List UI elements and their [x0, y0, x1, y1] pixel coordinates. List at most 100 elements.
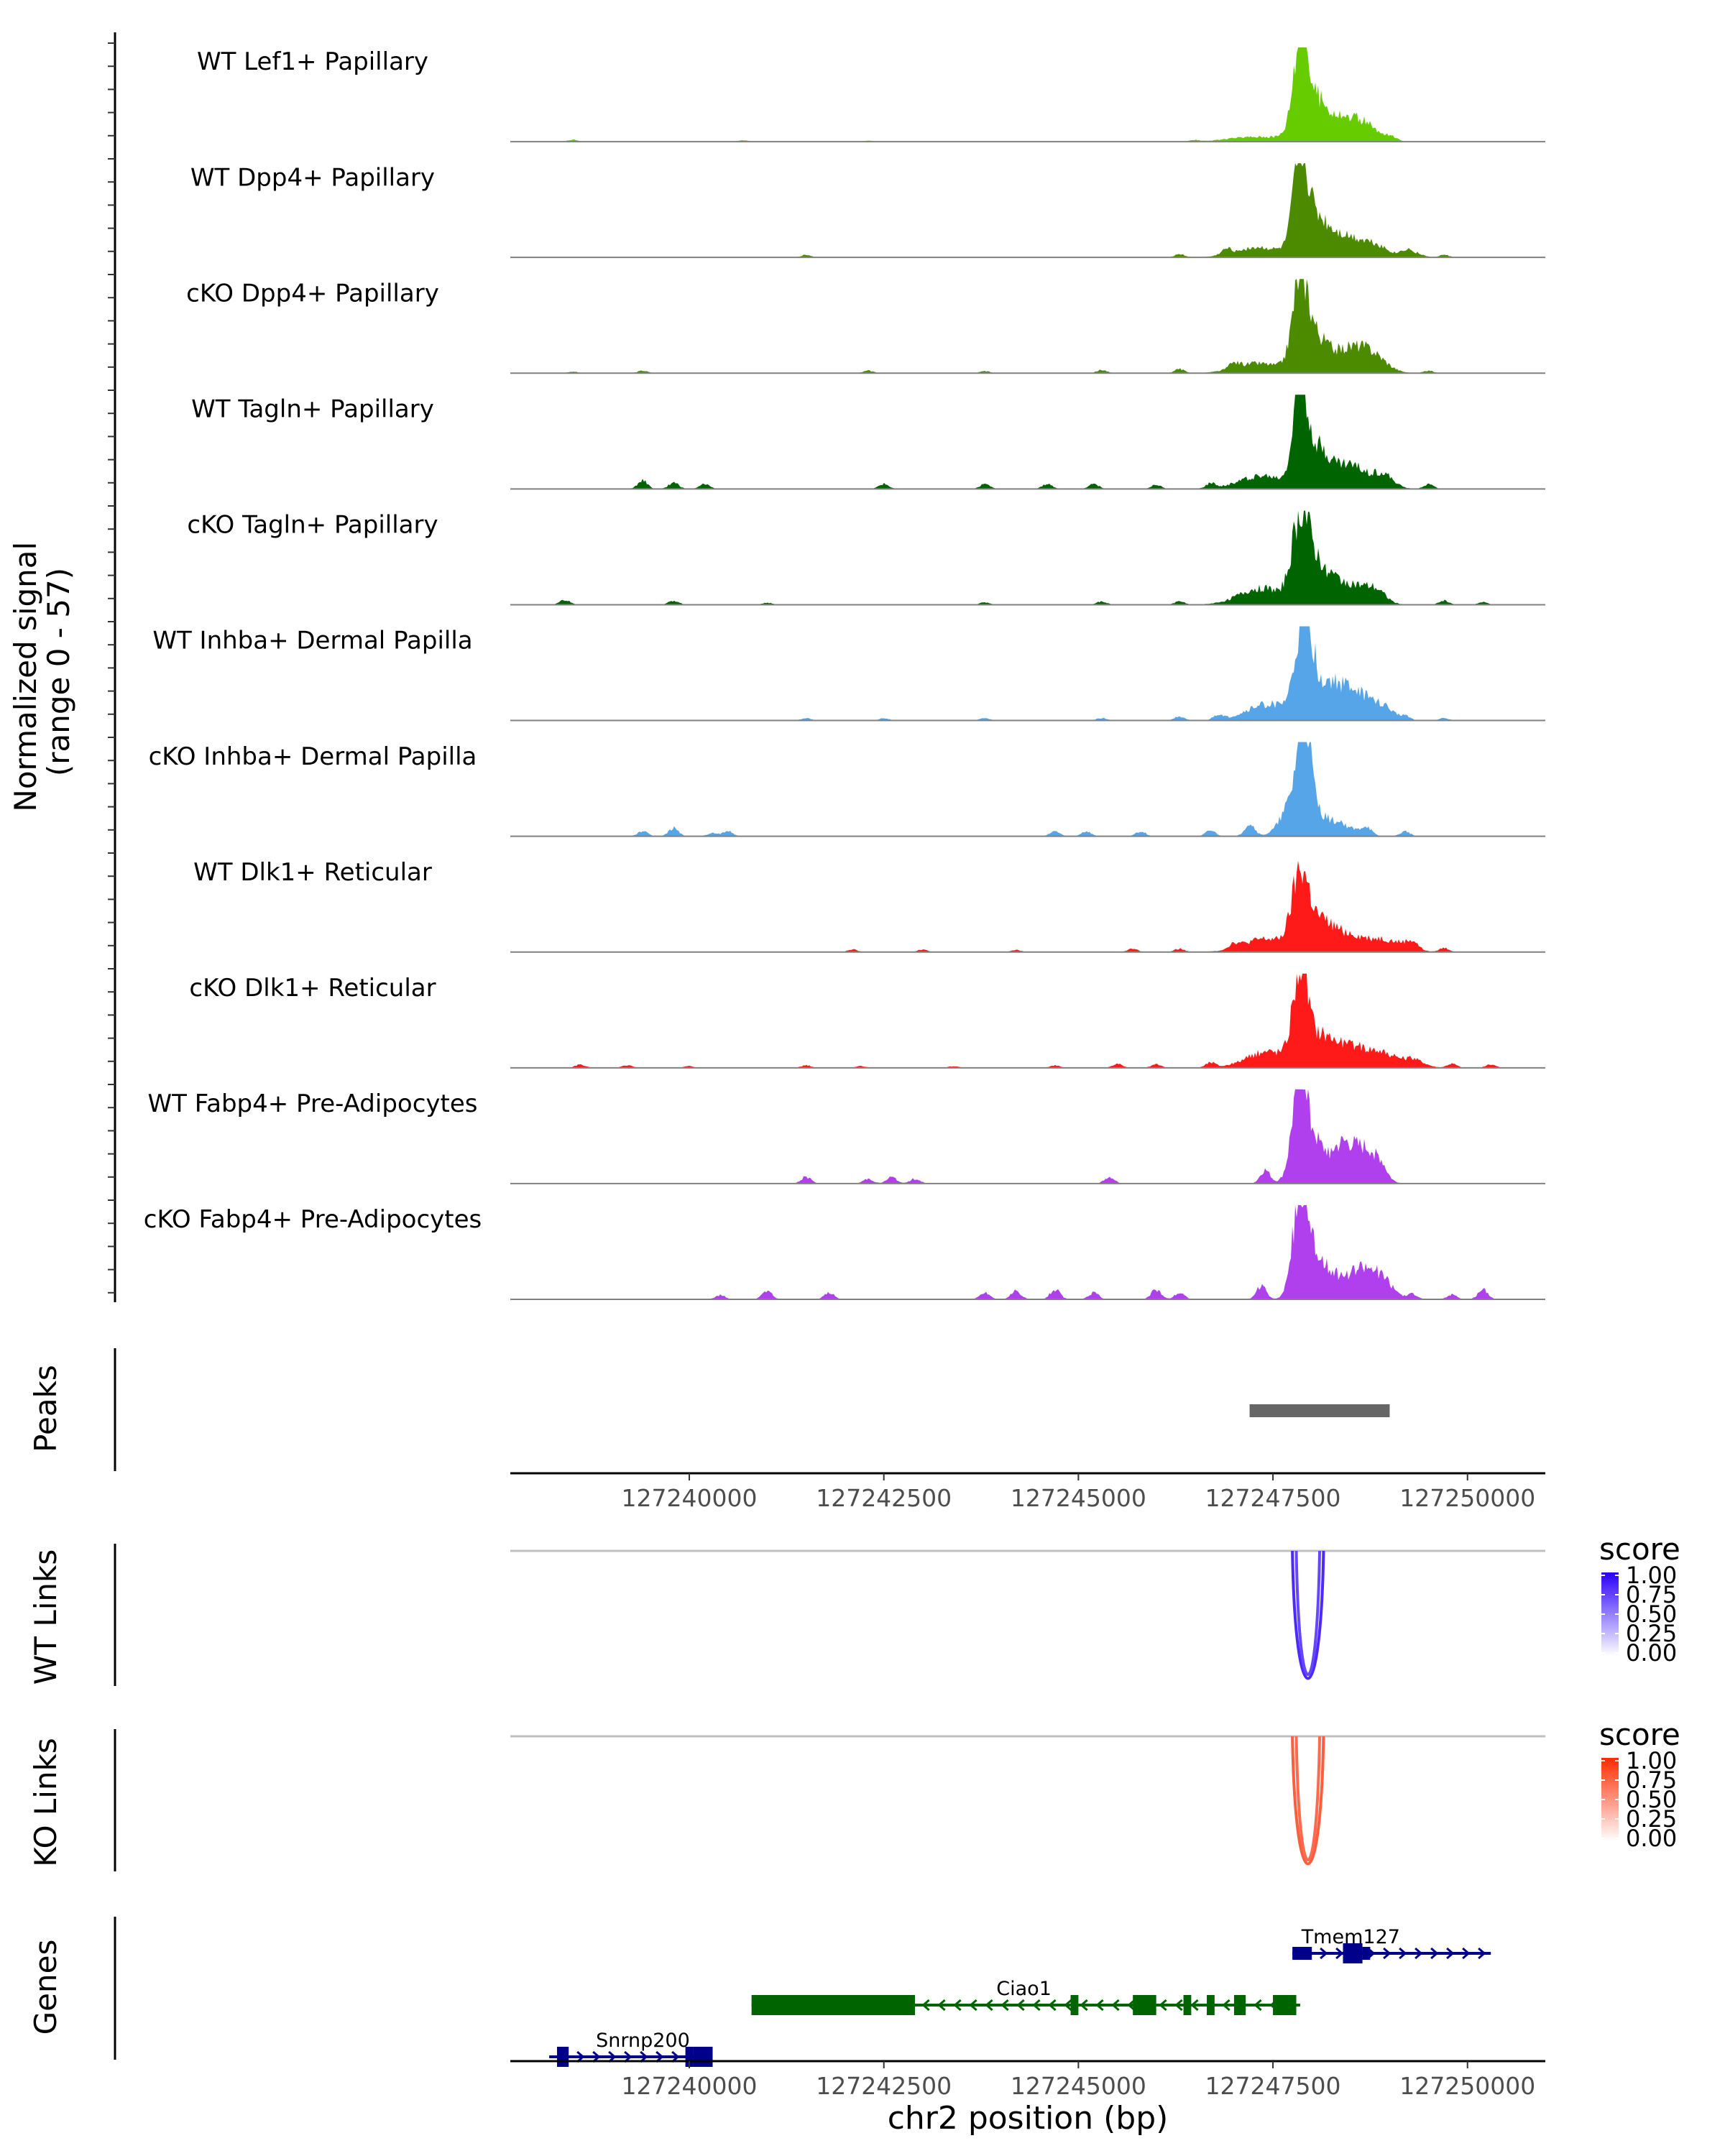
gene-exon — [1183, 1995, 1192, 2015]
gene-exon — [1133, 1995, 1156, 2015]
gene-exon — [1273, 1995, 1297, 2015]
gene-strand-arrow — [1335, 1947, 1344, 1960]
gene-exon — [751, 1995, 916, 2015]
gene-exon — [1292, 1947, 1312, 1960]
gene-strand-arrow — [1064, 1999, 1072, 2012]
coverage-track: cKO Fabp4+ Pre-Adipocytes — [144, 1204, 1545, 1300]
gene-model: Snrnp200 — [549, 2030, 713, 2067]
coverage-y-label: Normalized signal (range 0 - 57) — [8, 532, 76, 811]
genes-label: Genes — [28, 1940, 63, 2035]
gene-model: Tmem127 — [1292, 1926, 1491, 1963]
gene-strand-arrow — [1016, 1999, 1025, 2012]
legend-title: score — [1599, 1717, 1680, 1752]
gene-strand-arrow — [985, 1999, 993, 2012]
link-arc — [1291, 1550, 1325, 1680]
x-tick-label: 127245000 — [1011, 1484, 1146, 1512]
legend-tick-label: 0.50 — [1626, 1600, 1677, 1628]
gene-strand-arrow — [1462, 1947, 1471, 1960]
gene-strand-arrow — [921, 1999, 930, 2012]
x-tick-label: 127240000 — [622, 2072, 758, 2100]
x-tick-label: 127240000 — [622, 1484, 758, 1512]
coverage-track: WT Fabp4+ Pre-Adipocytes — [148, 1089, 1545, 1184]
coverage-y-label-line1: Normalized signal — [8, 542, 43, 812]
gene-strand-arrow — [1320, 1947, 1328, 1960]
gene-strand-arrow — [1478, 1947, 1486, 1960]
legend-title: score — [1599, 1531, 1680, 1567]
gene-exon — [556, 2047, 569, 2067]
link-arc — [1291, 1736, 1325, 1866]
legend-tick-label: 0.00 — [1626, 1825, 1677, 1852]
gene-strand-arrow — [1032, 1999, 1041, 2012]
gene-strand-arrow — [1048, 1999, 1057, 2012]
coverage-y-label-line2: (range 0 - 57) — [41, 568, 76, 776]
x-tick-label: 127242500 — [816, 1484, 952, 1512]
coverage-track: WT Tagln+ Papillary — [191, 395, 1545, 490]
coverage-track-label: WT Tagln+ Papillary — [191, 395, 434, 423]
gene-strand-arrow — [1430, 1947, 1439, 1960]
coverage-track: cKO Dlk1+ Reticular — [189, 973, 1545, 1069]
coverage-area — [510, 163, 1545, 258]
link-arc — [1294, 1736, 1322, 1862]
x-tick-label: 127247500 — [1205, 1484, 1341, 1512]
gene-strand-arrow — [1159, 1999, 1167, 2012]
coverage-track: WT Lef1+ Papillary — [197, 47, 1545, 143]
gene-strand-arrow — [1111, 1999, 1120, 2012]
gene-strand-arrow — [1190, 1999, 1199, 2012]
gene-strand-arrow — [1127, 1999, 1136, 2012]
gene-strand-arrow — [1095, 1999, 1104, 2012]
legend-tick-label: 0.75 — [1626, 1581, 1677, 1608]
x-tick-label: 127247500 — [1205, 2072, 1341, 2100]
gene-strand-arrow — [1254, 1999, 1262, 2012]
peaks-label: Peaks — [28, 1365, 63, 1452]
legend-tick-label: 0.75 — [1626, 1766, 1677, 1794]
gene-strand-arrow — [953, 1999, 962, 2012]
gene-strand-arrow — [969, 1999, 978, 2012]
coverage-track-label: cKO Dpp4+ Papillary — [186, 279, 439, 308]
coverage-track-label: WT Dlk1+ Reticular — [193, 858, 432, 887]
coverage-track-label: WT Inhba+ Dermal Papilla — [152, 627, 472, 655]
coverage-track-label: cKO Fabp4+ Pre-Adipocytes — [144, 1205, 482, 1234]
gene-name-label: Snrnp200 — [596, 2030, 690, 2052]
x-axis-bottom-ticks: 127240000 127242500 127245000 127247500 1272… — [622, 2061, 1535, 2100]
gene-strand-arrow — [1222, 1999, 1230, 2012]
gene-exon — [685, 2047, 694, 2067]
link-track-label: KO Links — [28, 1738, 63, 1867]
x-tick-label: 127242500 — [816, 2072, 952, 2100]
legend-tick-label: 0.25 — [1626, 1620, 1677, 1647]
link-track-label: WT Links — [28, 1549, 63, 1685]
coverage-area — [510, 279, 1545, 374]
coverage-track-label: WT Fabp4+ Pre-Adipocytes — [148, 1089, 478, 1118]
coverage-track: cKO Tagln+ Papillary — [187, 510, 1545, 606]
gene-strand-arrow — [1174, 1999, 1183, 2012]
gene-exon — [1207, 1995, 1215, 2015]
coverage-area — [510, 973, 1545, 1068]
coverage-track-label: cKO Inhba+ Dermal Papilla — [149, 742, 477, 771]
coverage-area — [510, 626, 1545, 721]
coverage-y-axis — [108, 32, 116, 1302]
gene-strand-arrow — [1414, 1947, 1423, 1960]
gene-strand-arrow — [937, 1999, 946, 2012]
legend-tick-label: 0.50 — [1626, 1786, 1677, 1813]
x-tick-label: 127250000 — [1399, 1484, 1535, 1512]
gene-model: Ciao1 — [751, 1978, 1300, 2015]
coverage-track: cKO Inhba+ Dermal Papilla — [149, 742, 1545, 837]
legend-tick-label: 1.00 — [1626, 1747, 1677, 1774]
coverage-tracks: WT Lef1+ Papillary WT Dpp4+ Papillary cKO … — [144, 47, 1545, 1300]
coverage-area — [510, 510, 1545, 605]
gene-strand-arrow — [1383, 1947, 1392, 1960]
gene-exon — [1362, 1947, 1371, 1960]
gene-models: Tmem127 Ciao1 Snrnp200 — [549, 1926, 1491, 2067]
coverage-area — [510, 1089, 1545, 1184]
gene-strand-arrow — [1080, 1999, 1088, 2012]
coverage-track-label: WT Dpp4+ Papillary — [190, 163, 435, 192]
coverage-track-label: cKO Tagln+ Papillary — [187, 511, 438, 540]
x-tick-label: 127245000 — [1011, 2072, 1146, 2100]
gene-strand-arrow — [1399, 1947, 1407, 1960]
coverage-area — [510, 395, 1545, 489]
x-tick-label: 127250000 — [1399, 2072, 1535, 2100]
coverage-area — [510, 860, 1545, 952]
